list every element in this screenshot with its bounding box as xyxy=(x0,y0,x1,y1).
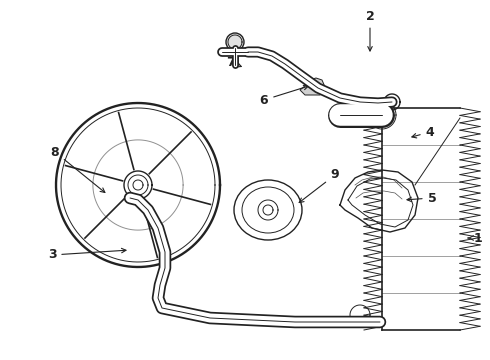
Text: 3: 3 xyxy=(48,248,126,261)
Text: 7: 7 xyxy=(225,55,241,68)
Text: 6: 6 xyxy=(260,85,308,107)
Text: 8: 8 xyxy=(50,145,105,193)
Text: 4: 4 xyxy=(412,126,434,139)
Text: 5: 5 xyxy=(407,192,437,204)
Text: 9: 9 xyxy=(299,168,339,203)
Polygon shape xyxy=(300,78,325,95)
Circle shape xyxy=(226,33,244,51)
Text: 1: 1 xyxy=(468,231,482,244)
Text: 2: 2 xyxy=(366,9,374,51)
